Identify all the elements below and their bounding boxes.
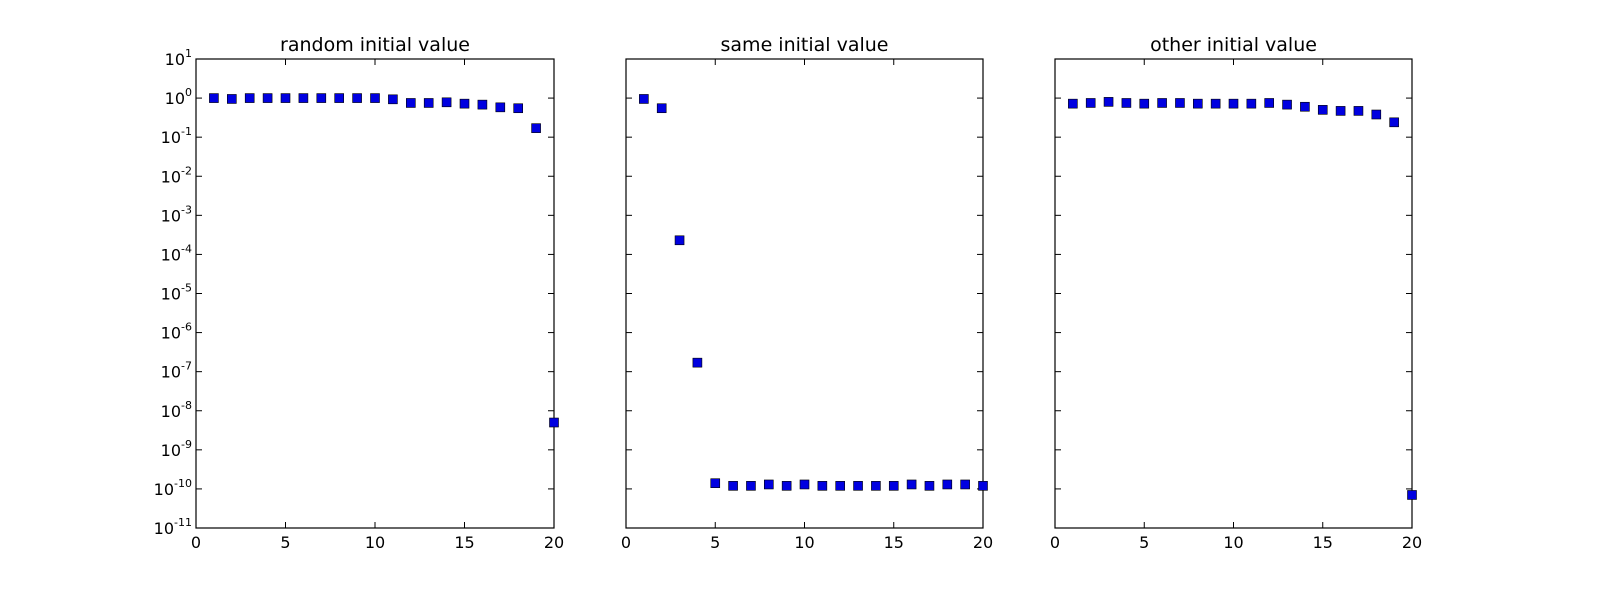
- chart-title: random initial value: [280, 34, 470, 56]
- x-tick-label: 15: [1313, 533, 1333, 552]
- data-point: [871, 481, 881, 491]
- data-point: [1121, 98, 1132, 108]
- data-point: [227, 94, 237, 104]
- data-point: [853, 481, 863, 491]
- y-tick-label: 10-4: [161, 242, 192, 264]
- y-tick-label: 10-2: [161, 164, 192, 186]
- y-tick-label: 10-8: [161, 399, 192, 421]
- x-tick-label: 10: [365, 533, 385, 552]
- x-tick-label: 5: [1139, 533, 1149, 552]
- data-point: [1300, 101, 1310, 112]
- data-point: [370, 93, 380, 103]
- x-tick-label: 0: [1050, 533, 1060, 552]
- y-tick-label: 10-11: [154, 516, 192, 538]
- data-point: [656, 103, 667, 114]
- data-point: [1282, 99, 1292, 110]
- data-point: [763, 479, 774, 490]
- x-tick-label: 10: [794, 533, 814, 552]
- data-point: [924, 481, 935, 491]
- data-point: [1246, 98, 1257, 109]
- data-point: [639, 94, 649, 104]
- data-point: [262, 93, 273, 103]
- x-tick-label: 10: [1223, 533, 1243, 552]
- data-point: [781, 481, 792, 491]
- y-tick-label: 10-6: [161, 321, 192, 343]
- data-point: [495, 102, 506, 113]
- data-point: [1389, 117, 1399, 128]
- data-point: [1175, 98, 1185, 108]
- x-tick-label: 20: [973, 533, 993, 552]
- data-point: [244, 93, 255, 103]
- x-tick-label: 15: [454, 533, 474, 552]
- data-point: [280, 93, 291, 103]
- data-point: [674, 235, 685, 246]
- data-point: [352, 93, 362, 103]
- x-tick-label: 5: [710, 533, 720, 552]
- data-point: [1068, 98, 1078, 109]
- x-tick-label: 20: [544, 533, 564, 552]
- data-point: [531, 123, 541, 133]
- y-tick-label: 10-7: [161, 360, 192, 382]
- data-point: [298, 93, 309, 103]
- data-point: [513, 103, 524, 114]
- data-point: [334, 93, 345, 103]
- data-point: [1139, 98, 1150, 109]
- y-tick-label: 10-3: [161, 203, 192, 225]
- data-point: [423, 98, 434, 108]
- chart-title: other initial value: [1150, 34, 1317, 56]
- data-point: [441, 97, 452, 108]
- data-point: [1210, 98, 1221, 109]
- data-point: [728, 481, 738, 491]
- data-point: [1193, 98, 1203, 109]
- y-tick-label: 10-10: [154, 477, 192, 499]
- plot-frame: [195, 58, 555, 529]
- data-point: [1264, 98, 1274, 108]
- data-point: [477, 99, 488, 110]
- chart-panel-1: random initial value 0 5 10 15 20 101 100 10-1 10…: [154, 34, 565, 552]
- data-point: [1353, 106, 1364, 116]
- data-point: [978, 481, 988, 491]
- chart-panel-2: same initial value 0 5 10 15 20: [621, 34, 993, 552]
- data-point: [692, 357, 703, 368]
- data-point: [942, 479, 953, 490]
- data-point: [1317, 105, 1328, 115]
- x-tick-label: 0: [191, 533, 201, 552]
- plot-frame: [1054, 58, 1413, 529]
- data-point: [388, 94, 398, 105]
- chart-panel-3: other initial value 0 5 10 15 20: [1050, 34, 1422, 552]
- y-tick-label: 101: [165, 47, 192, 69]
- data-point: [835, 481, 846, 491]
- data-point: [1085, 98, 1096, 108]
- data-point: [1335, 106, 1346, 116]
- data-point: [459, 98, 470, 109]
- data-point: [799, 479, 810, 490]
- data-point: [1157, 98, 1167, 108]
- data-point: [888, 481, 899, 491]
- y-tick-label: 10-5: [161, 282, 192, 304]
- x-tick-label: 0: [621, 533, 631, 552]
- data-point: [960, 479, 970, 490]
- data-point: [746, 481, 756, 491]
- data-point: [817, 481, 828, 491]
- data-point: [710, 478, 721, 489]
- data-point: [316, 93, 327, 103]
- y-tick-label: 10-1: [161, 125, 192, 147]
- data-point: [1371, 109, 1382, 120]
- x-tick-label: 15: [884, 533, 904, 552]
- y-tick-label: 100: [165, 86, 192, 108]
- x-tick-label: 20: [1402, 533, 1422, 552]
- y-tick-label: 10-9: [161, 438, 192, 460]
- plot-frame: [625, 58, 984, 529]
- data-point: [1228, 98, 1239, 109]
- data-point: [549, 417, 559, 428]
- data-point: [1407, 490, 1417, 500]
- chart-title: same initial value: [721, 34, 889, 56]
- data-point: [209, 93, 219, 103]
- data-point: [906, 479, 917, 490]
- x-tick-label: 5: [280, 533, 290, 552]
- data-point: [405, 98, 416, 108]
- data-point: [1103, 97, 1114, 107]
